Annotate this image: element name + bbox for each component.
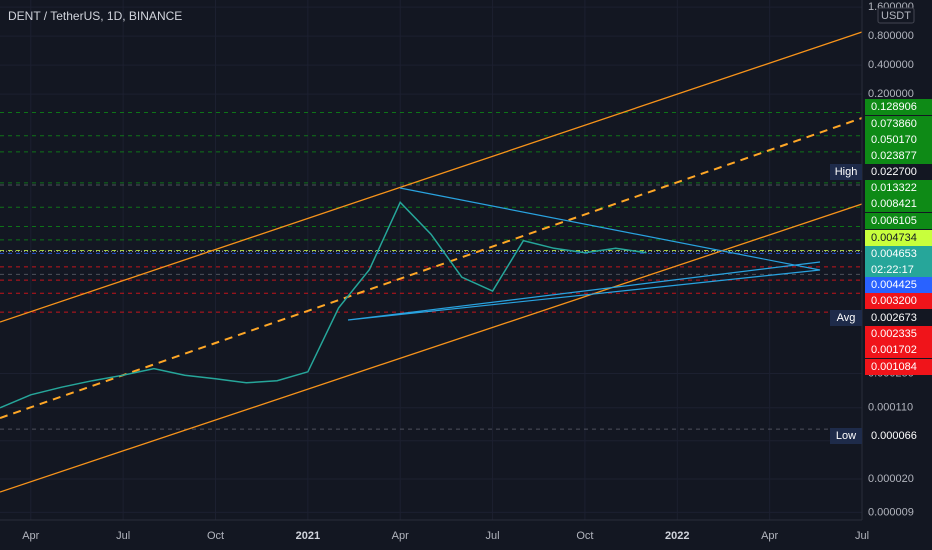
channel-lower (0, 203, 863, 493)
x-tick-label: 2022 (665, 530, 689, 542)
currency: USDT (881, 10, 911, 22)
currency-box (877, 7, 915, 24)
level-label: 0.001702 (871, 344, 917, 356)
plot (0, 200, 647, 409)
level-label: 0.002335 (871, 328, 917, 340)
triangle (347, 187, 821, 321)
level-label: 0.013322 (871, 182, 917, 194)
x-tick-label: Oct (576, 530, 593, 542)
level-label-box (865, 277, 932, 293)
level-label: 0.004734 (871, 232, 917, 244)
y-tick-label: 0.000110 (868, 402, 913, 414)
level-lines (0, 111, 862, 430)
level-label: 0.022700 (871, 166, 917, 178)
level-label-box (865, 246, 932, 278)
level-label: 0.006105 (871, 215, 917, 227)
level-tag: High (835, 166, 858, 178)
x-tick-label: 2021 (296, 530, 320, 542)
level-label-box (865, 180, 932, 196)
channel-upper (0, 31, 863, 323)
countdown: 02:22:17 (871, 264, 914, 276)
level-tag-box (830, 310, 862, 326)
x-tick-label: Jul (855, 530, 869, 542)
x-tick-label: Apr (22, 530, 39, 542)
level-label-box (865, 99, 932, 115)
level-label: 0.050170 (871, 134, 917, 146)
chart-title: DENT / TetherUS, 1D, BINANCE (8, 9, 182, 23)
level-label-box (865, 342, 932, 358)
level-label: 0.003200 (871, 295, 917, 307)
level-label: 0.004653 (871, 248, 917, 260)
level-label: 0.002673 (871, 312, 917, 324)
level-label: 0.001084 (871, 361, 917, 373)
y-tick-label: 0.000009 (868, 506, 914, 518)
price-line (0, 200, 647, 409)
axis-labels: 1.6000000.8000000.4000000.2000000.000250… (22, 1, 932, 542)
level-label-box (865, 230, 932, 246)
y-tick-label: 0.200000 (868, 88, 914, 100)
x-tick-label: Oct (207, 530, 224, 542)
level-label-box (865, 116, 932, 132)
x-tick-label: Jul (486, 530, 500, 542)
level-label-box (865, 310, 932, 326)
level-label: 0.008421 (871, 198, 917, 210)
level-label-box (865, 293, 932, 309)
level-label-box (865, 148, 932, 164)
y-tick-label: 0.800000 (868, 30, 914, 42)
level-label-box (865, 164, 932, 180)
y-tick-label: 0.000020 (868, 473, 914, 485)
x-tick-label: Apr (761, 530, 778, 542)
x-tick-label: Apr (392, 530, 409, 542)
level-label-box (865, 132, 932, 148)
level-label-box (865, 326, 932, 342)
level-tag-box (830, 428, 862, 444)
level-tag-box (830, 164, 862, 180)
level-label-box (865, 213, 932, 229)
level-label-box (865, 359, 932, 375)
level-label-box (865, 428, 932, 444)
level-label: 0.128906 (871, 101, 917, 113)
y-tick-label: 0.400000 (868, 59, 914, 71)
level-label: 0.004425 (871, 279, 917, 291)
level-label: 0.073860 (871, 118, 917, 130)
level-tag: Low (836, 430, 856, 442)
grid (0, 0, 863, 520)
x-tick-label: Jul (116, 530, 130, 542)
channel-mid (0, 117, 863, 419)
level-label: 0.000066 (871, 430, 917, 442)
level-tag: Avg (837, 312, 856, 324)
level-label-box (865, 196, 932, 212)
level-label: 0.023877 (871, 150, 917, 162)
